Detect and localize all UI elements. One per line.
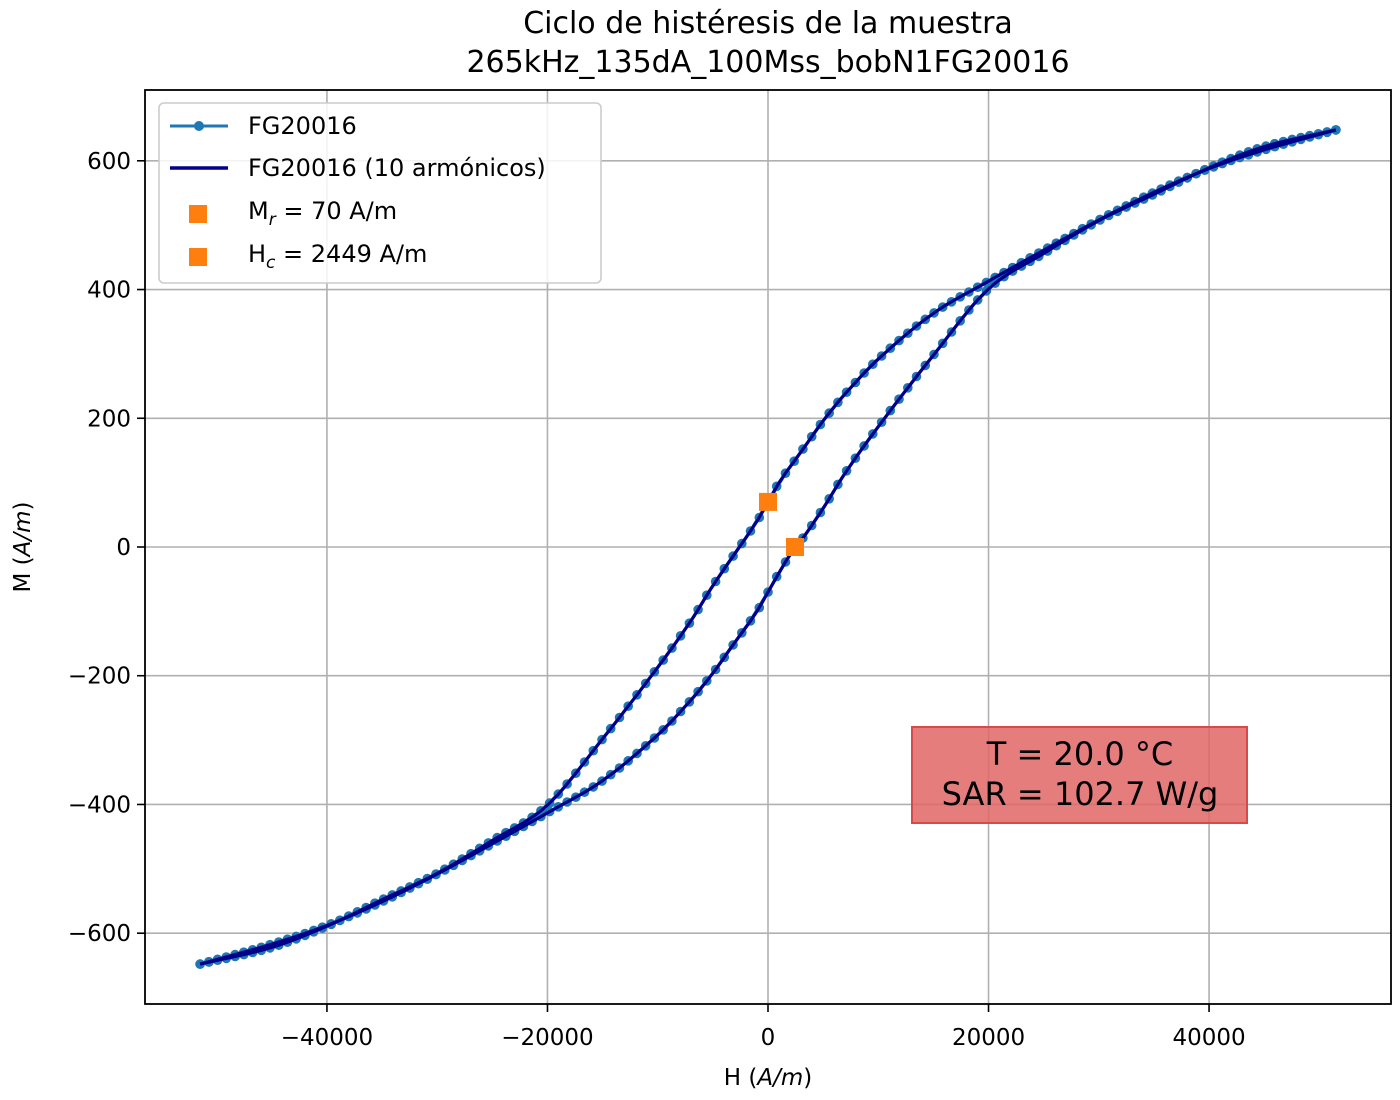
legend-entry-mr-main: M <box>248 197 269 225</box>
remanence-marker <box>759 492 777 511</box>
legend-entry-mr: Mr = 70 A/m <box>248 197 397 230</box>
legend-entry-hc: Hc = 2449 A/m <box>248 240 427 273</box>
x-axis-ticks: −40000 −20000 0 20000 40000 <box>281 1004 1246 1051</box>
legend-entry-hc-main: H <box>248 240 266 268</box>
chart-title: Ciclo de histéresis de la muestra <box>523 6 1013 41</box>
legend-entry-raw-main: FG20016 <box>248 112 357 140</box>
legend-entry-mr-sub: r <box>269 210 277 230</box>
legend-swatch-marker <box>194 121 204 131</box>
legend-swatch-hc <box>189 248 207 266</box>
y-axis-label-name: M <box>10 573 36 593</box>
annotation-background <box>911 726 1248 824</box>
x-tick-label: 40000 <box>1172 1025 1245 1051</box>
x-axis-label: H (A/m) <box>724 1065 812 1091</box>
y-tick-label: 200 <box>87 406 131 432</box>
y-axis-ticks: −600 −400 −200 0 200 400 600 <box>68 149 145 947</box>
plot-content <box>195 125 1341 969</box>
legend-frame <box>158 102 602 284</box>
fit-series-line <box>199 128 1337 966</box>
legend-entry-fit-main: FG20016 (10 armónicos) <box>248 154 546 182</box>
legend: FG20016 FG20016 (10 armónicos) Mr = 70 A… <box>158 102 602 284</box>
x-axis-label-unit: A/m <box>755 1065 803 1091</box>
y-tick-label: −200 <box>68 664 131 690</box>
coercivity-marker <box>786 538 804 556</box>
legend-entry-hc-rest: = 2449 A/m <box>275 240 427 268</box>
grid-lines <box>145 90 1391 1004</box>
annotation-sar: SAR = 102.7 W/g <box>942 775 1219 813</box>
x-tick-label: −20000 <box>501 1025 593 1051</box>
y-tick-label: −600 <box>68 921 131 947</box>
x-tick-label: 0 <box>761 1025 776 1051</box>
y-tick-label: 400 <box>87 278 131 304</box>
y-axis-label: M (A/m) <box>10 501 36 592</box>
y-tick-label: 600 <box>87 149 131 175</box>
y-axis-label-unit: A/m <box>10 510 36 558</box>
chart-subtitle: 265kHz_135dA_100Mss_bobN1FG20016 <box>466 45 1069 80</box>
plot-frame <box>144 89 1392 1005</box>
legend-swatch-mr <box>189 205 207 223</box>
annotation-temperature: T = 20.0 °C <box>986 735 1173 773</box>
legend-entry-raw: FG20016 <box>248 112 357 140</box>
legend-entry-mr-rest: = 70 A/m <box>276 197 397 225</box>
annotation-box: T = 20.0 °C SAR = 102.7 W/g <box>911 726 1248 824</box>
x-tick-label: −40000 <box>281 1025 373 1051</box>
x-tick-label: 20000 <box>952 1025 1025 1051</box>
x-axis-label-name: H <box>724 1065 741 1091</box>
y-tick-label: −400 <box>68 792 131 818</box>
legend-entry-fit: FG20016 (10 armónicos) <box>248 154 546 182</box>
legend-entry-hc-sub: c <box>266 253 276 273</box>
y-tick-label: 0 <box>116 535 131 561</box>
